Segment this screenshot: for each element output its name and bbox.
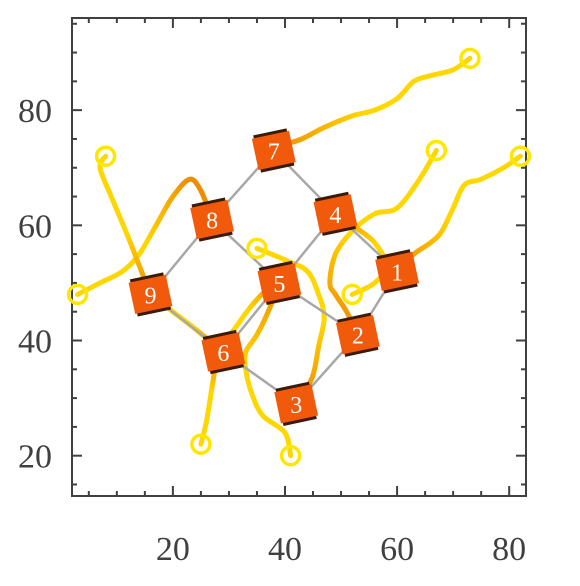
start-marker-8 bbox=[190, 433, 212, 455]
robot-4-core bbox=[317, 196, 354, 232]
robots: 1 2 3 4 5 6 7 8 9 bbox=[128, 128, 419, 426]
start-marker-5 bbox=[246, 237, 268, 260]
robot-1-label: 1 bbox=[391, 260, 403, 286]
robot-6-label: 6 bbox=[217, 341, 229, 367]
robot-8-core bbox=[194, 201, 230, 238]
robot-7-label: 7 bbox=[268, 139, 280, 165]
robot-2-label: 2 bbox=[352, 324, 364, 350]
axes bbox=[71, 17, 527, 497]
robot-3-core bbox=[278, 386, 314, 422]
x-tick-label: 20 bbox=[156, 531, 190, 568]
robot-1: 1 bbox=[375, 249, 419, 294]
robot-4-label: 4 bbox=[329, 203, 341, 229]
robot-9-label: 9 bbox=[144, 283, 156, 309]
plot-frame bbox=[71, 17, 527, 497]
start-marker-7 bbox=[66, 283, 89, 306]
robot-3-label: 3 bbox=[290, 393, 302, 419]
start-marker-6 bbox=[94, 145, 117, 167]
tick-labels: 20 40 60 80 20 40 60 80 bbox=[18, 93, 526, 568]
robot-3: 3 bbox=[274, 381, 319, 426]
robot-8-label: 8 bbox=[206, 209, 218, 235]
start-markers bbox=[66, 47, 532, 467]
robot-7: 7 bbox=[251, 128, 296, 173]
robot-1-core bbox=[379, 253, 415, 290]
y-tick-label: 40 bbox=[18, 324, 52, 361]
x-tick-label: 80 bbox=[492, 531, 526, 568]
x-tick-label: 60 bbox=[380, 531, 414, 568]
robot-9: 9 bbox=[128, 272, 173, 317]
start-marker-1 bbox=[459, 47, 481, 70]
robot-5: 5 bbox=[257, 260, 302, 306]
robot-4: 4 bbox=[313, 191, 358, 236]
y-tick-label: 60 bbox=[18, 208, 52, 245]
robot-8: 8 bbox=[190, 197, 235, 242]
robot-6-core bbox=[205, 334, 242, 370]
trajectory-7 bbox=[271, 55, 473, 153]
trajectory-4 bbox=[327, 147, 439, 338]
robot-2-core bbox=[340, 316, 376, 353]
robot-6: 6 bbox=[201, 329, 246, 375]
y-tick-label: 20 bbox=[18, 439, 52, 476]
x-tick-label: 40 bbox=[268, 531, 302, 568]
trajectory-9 bbox=[75, 176, 215, 297]
robot-7-core bbox=[255, 132, 292, 169]
robot-5-core bbox=[261, 265, 298, 301]
y-tick-label: 80 bbox=[18, 93, 52, 130]
start-marker-3 bbox=[425, 139, 448, 162]
start-marker-9 bbox=[279, 444, 302, 467]
trajectory-1 bbox=[394, 153, 523, 274]
start-marker-4 bbox=[341, 283, 363, 306]
robot-9-core bbox=[132, 276, 169, 313]
start-marker-2 bbox=[509, 145, 532, 167]
robot-5-label: 5 bbox=[273, 272, 285, 298]
robot-2: 2 bbox=[335, 312, 380, 357]
trajectory-8 bbox=[97, 153, 153, 297]
